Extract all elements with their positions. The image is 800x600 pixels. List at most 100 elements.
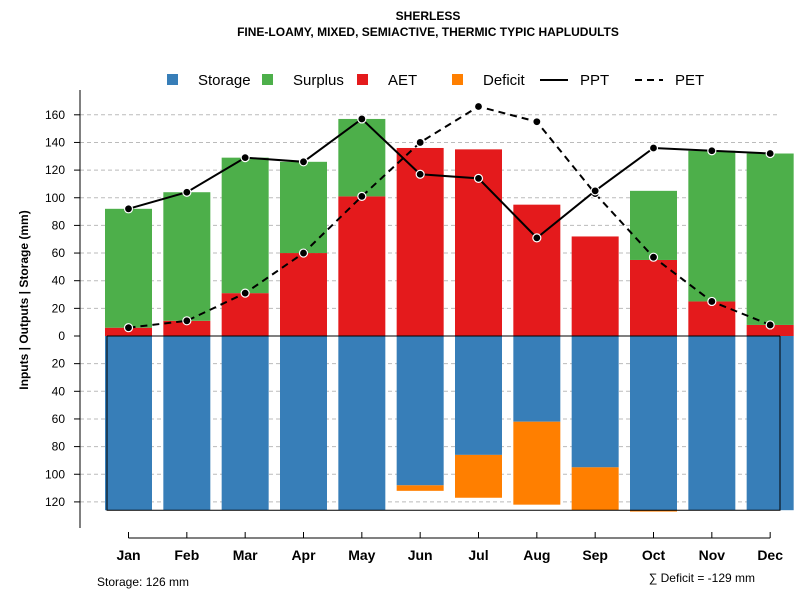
y-tick-label: 40 xyxy=(52,274,66,288)
y-axis-label: Inputs | Outputs | Storage (mm) xyxy=(17,210,31,389)
legend-swatch xyxy=(357,74,368,85)
pet-point xyxy=(298,248,309,258)
ppt-point xyxy=(123,204,134,214)
pet-line xyxy=(128,105,771,329)
bars xyxy=(105,118,794,512)
ppt-point xyxy=(765,148,775,159)
aet-bar xyxy=(688,301,736,336)
storage-bar xyxy=(513,336,561,422)
y-tick-label: 100 xyxy=(45,467,65,481)
pet-point xyxy=(357,191,367,201)
pet-point xyxy=(123,323,134,333)
aet-bar xyxy=(396,147,444,336)
chart-title: SHERLESS xyxy=(396,9,461,23)
aet-bar xyxy=(630,259,677,336)
month-label: May xyxy=(348,547,375,563)
surplus-bar xyxy=(338,118,386,197)
storage-bar xyxy=(630,336,677,511)
storage-bar xyxy=(571,336,619,468)
surplus-bar xyxy=(688,150,736,302)
ppt-point xyxy=(357,114,367,124)
aet-bar xyxy=(338,196,386,336)
aet-bar xyxy=(746,324,794,336)
aet-bar xyxy=(221,293,269,336)
aet-bar xyxy=(280,253,327,336)
y-tick-label: 80 xyxy=(52,218,66,232)
pet-point xyxy=(182,316,192,326)
deficit-note: ∑ Deficit = -129 mm xyxy=(649,571,755,585)
pet-point xyxy=(415,137,425,148)
storage-note: Storage: 126 mm xyxy=(97,575,189,589)
legend-swatch xyxy=(452,74,463,85)
pet-point xyxy=(648,252,659,262)
lines xyxy=(123,101,775,333)
y-tick-label: 60 xyxy=(52,412,66,426)
y-tick-label: 40 xyxy=(52,384,66,398)
legend-label: Surplus xyxy=(293,72,344,89)
deficit-bar xyxy=(455,454,502,498)
surplus-bar xyxy=(163,192,211,321)
month-label: Sep xyxy=(582,547,608,563)
month-label: Aug xyxy=(523,547,550,563)
legend-label: PET xyxy=(675,72,704,89)
month-label: Dec xyxy=(757,547,783,563)
y-tick-label: 20 xyxy=(52,301,66,315)
aet-bar xyxy=(163,320,211,336)
ppt-point xyxy=(415,169,425,179)
aet-bar xyxy=(513,204,561,336)
pet-point xyxy=(240,288,250,298)
ppt-point xyxy=(182,187,192,197)
ppt-point xyxy=(707,146,717,156)
legend-label: PPT xyxy=(580,72,609,89)
storage-capacity-box xyxy=(106,336,781,511)
y-tick-label: 0 xyxy=(58,329,65,343)
ppt-point xyxy=(648,143,659,153)
surplus-bar xyxy=(746,153,794,325)
month-label: Oct xyxy=(642,547,666,563)
aet-bar xyxy=(571,236,619,336)
month-label: Mar xyxy=(233,547,258,563)
y-tick-label: 140 xyxy=(45,135,65,149)
storage-bar xyxy=(280,336,327,511)
chart-subtitle: FINE-LOAMY, MIXED, SEMIACTIVE, THERMIC T… xyxy=(237,25,619,39)
storage-bar xyxy=(338,336,386,511)
month-label: Jun xyxy=(408,547,433,563)
chart-legend: Storage Surplus AET Deficit PPT PET xyxy=(167,72,704,89)
y-tick-label: 60 xyxy=(52,246,66,260)
legend-swatch xyxy=(262,74,273,85)
surplus-bar xyxy=(280,161,327,254)
y-tick-label: 160 xyxy=(45,108,65,122)
pet-point xyxy=(532,117,542,127)
y-tick-label: 80 xyxy=(52,440,66,454)
deficit-bar xyxy=(571,467,619,511)
pet-point xyxy=(473,101,484,112)
legend-label: Storage xyxy=(198,72,251,89)
axes: 0 20 40 60 80 100 120 140 160 20 40 60 80 100 120 Jan Fe… xyxy=(45,90,783,563)
month-label: Nov xyxy=(699,547,726,563)
month-label: Apr xyxy=(291,547,316,563)
surplus-bar xyxy=(221,157,269,294)
ppt-point xyxy=(298,157,309,167)
y-tick-label: 100 xyxy=(45,191,65,205)
storage-bar xyxy=(163,336,211,511)
ppt-point xyxy=(240,153,250,163)
y-tick-label: 20 xyxy=(52,357,66,371)
month-label: Feb xyxy=(174,547,199,563)
pet-point xyxy=(707,296,717,307)
storage-bar xyxy=(455,336,502,455)
storage-bar xyxy=(221,336,269,511)
month-label: Jul xyxy=(468,547,488,563)
month-label: Jan xyxy=(116,547,140,563)
surplus-bar xyxy=(105,208,152,328)
pet-point xyxy=(765,320,775,330)
legend-swatch xyxy=(167,74,178,85)
storage-bar xyxy=(105,336,152,511)
ppt-point xyxy=(532,233,542,243)
storage-bar xyxy=(746,336,794,511)
deficit-bar xyxy=(513,421,561,505)
ppt-point xyxy=(590,186,600,196)
ppt-line xyxy=(128,117,771,240)
surplus-bar xyxy=(630,190,677,260)
storage-bar xyxy=(688,336,736,511)
